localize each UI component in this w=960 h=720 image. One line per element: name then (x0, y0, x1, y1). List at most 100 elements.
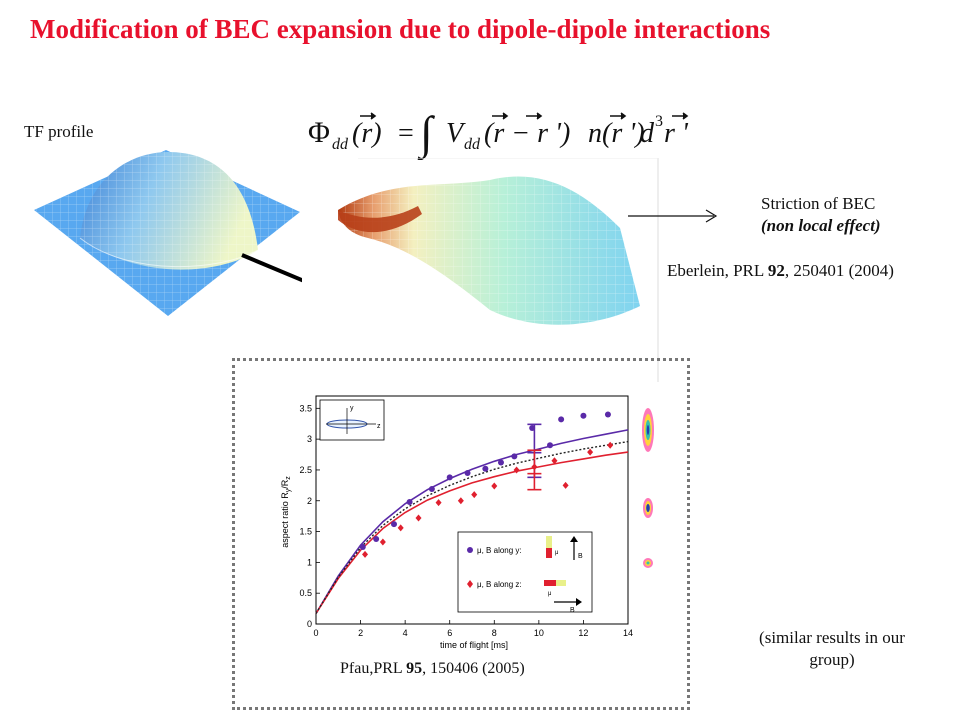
data-point-z (415, 514, 422, 522)
data-point-y (529, 425, 536, 432)
legend: μ, B along y: μ B μ, B along z: μ B (457, 531, 593, 614)
x-tick-label: 10 (534, 628, 544, 638)
eberlein-volume: 92 (767, 261, 785, 280)
formula-integral: ∫ (417, 107, 435, 160)
data-point-z (435, 499, 442, 507)
data-point-y (391, 521, 397, 528)
theory-curve-1 (315, 429, 629, 614)
data-point-z (457, 497, 464, 505)
right-arrow-icon (628, 209, 718, 223)
slide-title: Modification of BEC expansion due to dip… (30, 14, 771, 44)
data-point-y (558, 416, 565, 423)
x-tick-label: 4 (403, 628, 408, 638)
dipole-potential-formula: Φ dd (r) = ∫ V dd (r − r ') n (r ') d 3 … (308, 107, 689, 160)
legend-mu-z: μ (548, 591, 552, 597)
plot-frame (315, 395, 629, 625)
y-tick-label: 1.5 (299, 527, 312, 537)
data-point-z (607, 441, 614, 449)
dotted-frame (232, 358, 690, 710)
pointer-arrow-line (241, 253, 302, 283)
data-point-y (482, 465, 489, 472)
legend-label-y: μ, B along y: (477, 546, 522, 555)
striction-line2: (non local effect) (761, 216, 881, 235)
data-point-z (551, 457, 558, 465)
formula-d-arg: r ' (664, 118, 689, 149)
formula-d: d (640, 118, 655, 149)
legend-b-y: B (578, 553, 583, 560)
legend-mu-y: μ (555, 550, 559, 556)
data-point-y (464, 470, 471, 477)
x-tick-label: 12 (578, 628, 588, 638)
data-point-y (428, 486, 435, 493)
data-points (359, 411, 614, 558)
data-point-y (511, 453, 518, 460)
data-point-z (397, 524, 404, 532)
legend-marker-z (467, 580, 473, 588)
theory-curve-2 (315, 451, 629, 614)
vector-arrows (360, 112, 689, 120)
eberlein-prefix: Eberlein, PRL (667, 261, 768, 280)
formula-equals: = (398, 118, 414, 149)
theory-curve-3 (315, 440, 629, 614)
data-point-y (373, 535, 380, 542)
data-point-y (406, 498, 413, 505)
x-tick-label: 14 (623, 628, 633, 638)
pfau-suffix: , 150406 (2005) (422, 660, 525, 677)
formula-v-arg: (r − r ') (484, 118, 570, 149)
data-point-z (513, 466, 520, 474)
data-point-y (604, 411, 611, 418)
pfau-volume: 95 (406, 660, 423, 677)
y-tick-label: 2.5 (299, 465, 312, 475)
data-point-z (562, 481, 569, 489)
y-tick-label: 2 (307, 496, 312, 506)
striction-line1: Striction of BEC (761, 194, 876, 213)
data-point-z (587, 448, 594, 456)
tf-profile-label: TF profile (24, 122, 94, 141)
y-tick-label: 0 (307, 619, 312, 629)
data-point-y (497, 459, 504, 466)
formula-n: n (588, 118, 602, 149)
y-axis-label: aspect ratio Ry/Rz (280, 476, 292, 548)
formula-phi: Φ (308, 116, 330, 149)
inset-box: y z (319, 399, 385, 441)
data-point-z (362, 550, 369, 558)
data-point-y (580, 412, 587, 419)
data-point-y (547, 442, 553, 449)
formula-v-sub: dd (464, 136, 481, 153)
similar-results-note: (similar results in our group) (759, 628, 905, 669)
data-point-z (491, 482, 498, 490)
formula-phi-sub: dd (332, 136, 349, 153)
formula-d-sup: 3 (655, 113, 663, 130)
inset-y-label: y (350, 405, 354, 412)
data-point-y (359, 543, 366, 550)
y-tick-label: 1 (307, 557, 312, 567)
x-tick-label: 2 (358, 628, 363, 638)
theory-curves (315, 429, 629, 614)
eberlein-suffix: , 250401 (2004) (784, 261, 894, 280)
legend-label-z: μ, B along z: (477, 580, 522, 589)
data-point-z (379, 538, 386, 546)
cloud-images (642, 408, 654, 568)
y-tick-label: 0.5 (299, 588, 312, 598)
x-tick-label: 6 (447, 628, 452, 638)
y-tick-label: 3.5 (299, 403, 312, 413)
x-ticks: 0 2 4 6 8 10 12 14 (313, 620, 633, 638)
tf-profile-surface-plot (34, 150, 302, 316)
pfau-reference: Pfau,PRL 95, 150406 (2005) (340, 660, 525, 678)
formula-n-arg: (r ') (602, 118, 645, 149)
aspect-ratio-chart: 0 0.5 1 1.5 2 2.5 3 3.5 0 2 4 6 8 10 12 14 time of fli… (264, 382, 666, 652)
legend-b-z: B (570, 607, 575, 614)
x-tick-label: 8 (492, 628, 497, 638)
data-point-z (531, 463, 538, 471)
striction-note: Striction of BEC (non local effect) (761, 193, 881, 237)
formula-phi-arg: (r) (352, 118, 382, 149)
data-point-z (471, 491, 478, 499)
formula-v: V (446, 118, 466, 149)
y-ticks: 0 0.5 1 1.5 2 2.5 3 3.5 (299, 403, 320, 629)
pfau-prefix: Pfau,PRL (340, 660, 407, 677)
y-tick-label: 3 (307, 434, 312, 444)
inset-z-label: z (377, 423, 381, 430)
x-axis-label: time of flight [ms] (440, 640, 508, 650)
data-point-y (446, 474, 453, 481)
dipole-potential-surface-plot (338, 158, 659, 384)
